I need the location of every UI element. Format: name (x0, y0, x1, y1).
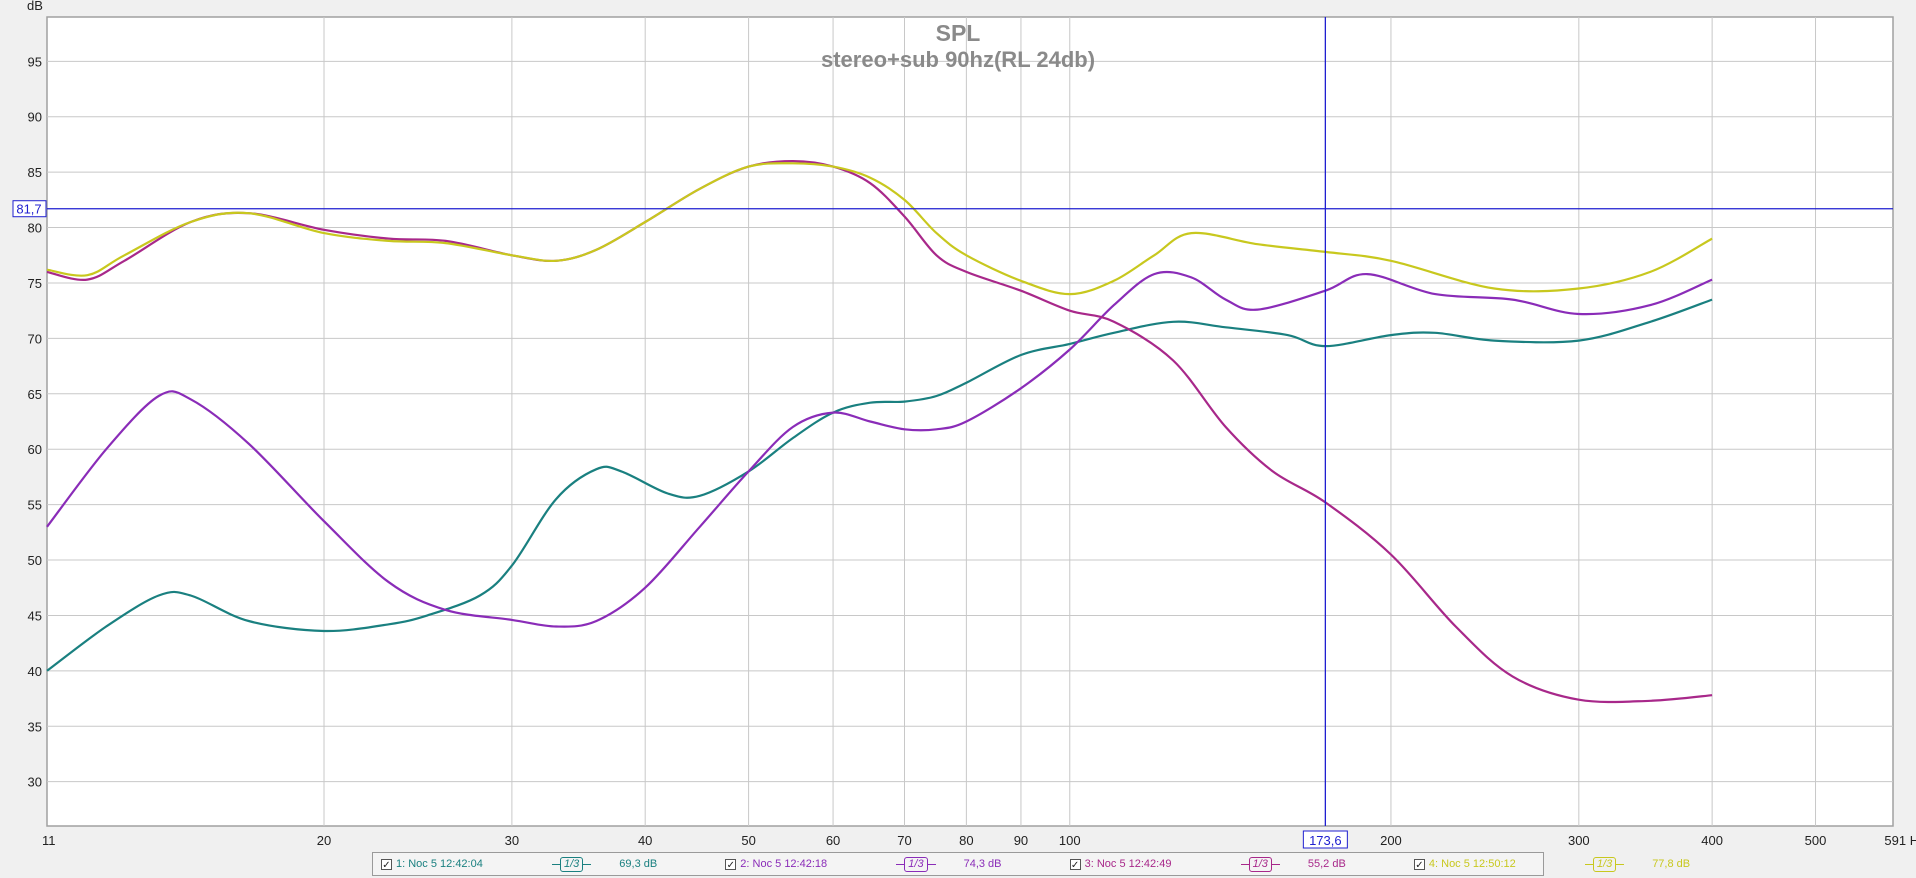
chart-title: SPL (936, 20, 981, 46)
x-tick-label: 300 (1568, 833, 1590, 848)
series-line-4 (46, 162, 1713, 296)
x-tick-label: 60 (826, 833, 840, 848)
x-tick-label: 591 Hz (1884, 833, 1916, 848)
x-tick-label: 200 (1380, 833, 1402, 848)
legend-cursor-value: 74,3 dB (963, 858, 1002, 870)
smoothing-label: 1/3 (1248, 856, 1272, 872)
checkbox-icon[interactable]: ✓ (381, 858, 392, 871)
smoothing-button[interactable]: 1/3 (552, 856, 592, 872)
y-tick-label: 65 (28, 387, 42, 402)
x-tick-label: 80 (959, 833, 973, 848)
x-axis-ticks: 11 20 30 40 50 60 70 80 90 100 200 300 400 500 591 Hz (42, 833, 1916, 848)
y-tick-label: 35 (28, 719, 42, 734)
legend-measurement-name: 1: Noc 5 12:42:04 (396, 858, 483, 870)
plot-area[interactable] (46, 16, 1894, 827)
cursor-x-value: 173,6 (1309, 833, 1342, 848)
legend-item[interactable]: ✓ 2: Noc 5 12:42:18 1/3 74,3 dB (725, 856, 1033, 872)
x-tick-label: 70 (897, 833, 911, 848)
checkbox-icon[interactable]: ✓ (1069, 858, 1081, 871)
cursor-y-value: 81,7 (16, 202, 41, 217)
y-tick-label: 85 (28, 165, 42, 180)
smoothing-button[interactable]: 1/3 (1584, 856, 1625, 872)
smoothing-button[interactable]: 1/3 (1240, 856, 1280, 872)
legend-item[interactable]: ✓ 1: Noc 5 12:42:04 1/3 69,3 dB (381, 856, 689, 872)
x-tick-label: 90 (1014, 833, 1028, 848)
legend-measurement-name: 3: Noc 5 12:42:49 (1084, 858, 1172, 870)
cursor-lines[interactable]: 81,7 173,6 (12, 17, 1893, 849)
x-tick-label: 500 (1805, 833, 1827, 848)
smoothing-label: 1/3 (904, 856, 928, 872)
series-line-2 (46, 270, 1713, 628)
y-tick-label: 75 (28, 276, 42, 291)
y-tick-label: 40 (28, 664, 42, 679)
y-axis-label: dB (27, 0, 43, 13)
legend-measurement-name: 4: Noc 5 12:50:12 (1428, 858, 1516, 870)
spl-chart[interactable]: 81,7 173,6 30 35 40 45 50 55 60 65 70 75 80 85 90 95 1… (0, 0, 1916, 850)
x-tick-label: 50 (741, 833, 755, 848)
cursor-y-box (12, 200, 47, 218)
y-tick-label: 50 (28, 553, 42, 568)
y-tick-label: 55 (28, 498, 42, 513)
smoothing-button[interactable]: 1/3 (896, 856, 936, 872)
smoothing-label: 1/3 (560, 856, 584, 872)
y-tick-label: 90 (28, 110, 42, 125)
series-group (46, 159, 1713, 704)
y-tick-label: 60 (28, 442, 42, 457)
smoothing-label: 1/3 (1592, 856, 1617, 872)
x-tick-label: 40 (638, 833, 652, 848)
y-axis-ticks: 30 35 40 45 50 55 60 65 70 75 80 85 90 95 (28, 54, 42, 789)
legend-cursor-value: 55,2 dB (1307, 858, 1346, 870)
legend-item[interactable]: ✓ 4: Noc 5 12:50:12 1/3 77,8 dB (1413, 856, 1722, 872)
legend-cursor-value: 77,8 dB (1652, 858, 1691, 870)
y-tick-label: 45 (28, 608, 42, 623)
x-tick-label: 30 (505, 833, 519, 848)
grid-lines (47, 17, 1893, 826)
x-tick-label: 400 (1701, 833, 1723, 848)
legend-bar: ✓ 1: Noc 5 12:42:04 1/3 69,3 dB ✓ 2: Noc 5 12… (372, 852, 1690, 876)
y-tick-label: 95 (28, 54, 42, 69)
y-tick-label: 70 (28, 331, 42, 346)
x-tick-label: 100 (1059, 833, 1081, 848)
legend-cursor-value: 69,3 dB (619, 858, 658, 870)
checkbox-icon[interactable]: ✓ (725, 858, 737, 871)
cursor-x-box (1302, 830, 1348, 849)
y-tick-label: 80 (28, 221, 42, 236)
x-tick-label: 11 (42, 833, 56, 848)
legend-measurement-name: 2: Noc 5 12:42:18 (740, 858, 828, 870)
x-tick-label: 20 (317, 833, 331, 848)
y-tick-label: 30 (28, 775, 42, 790)
chart-subtitle: stereo+sub 90hz(RL 24db) (821, 47, 1095, 72)
checkbox-icon[interactable]: ✓ (1413, 858, 1425, 871)
series-line-3 (46, 159, 1713, 704)
legend-item[interactable]: ✓ 3: Noc 5 12:42:49 1/3 55,2 dB (1069, 856, 1378, 872)
